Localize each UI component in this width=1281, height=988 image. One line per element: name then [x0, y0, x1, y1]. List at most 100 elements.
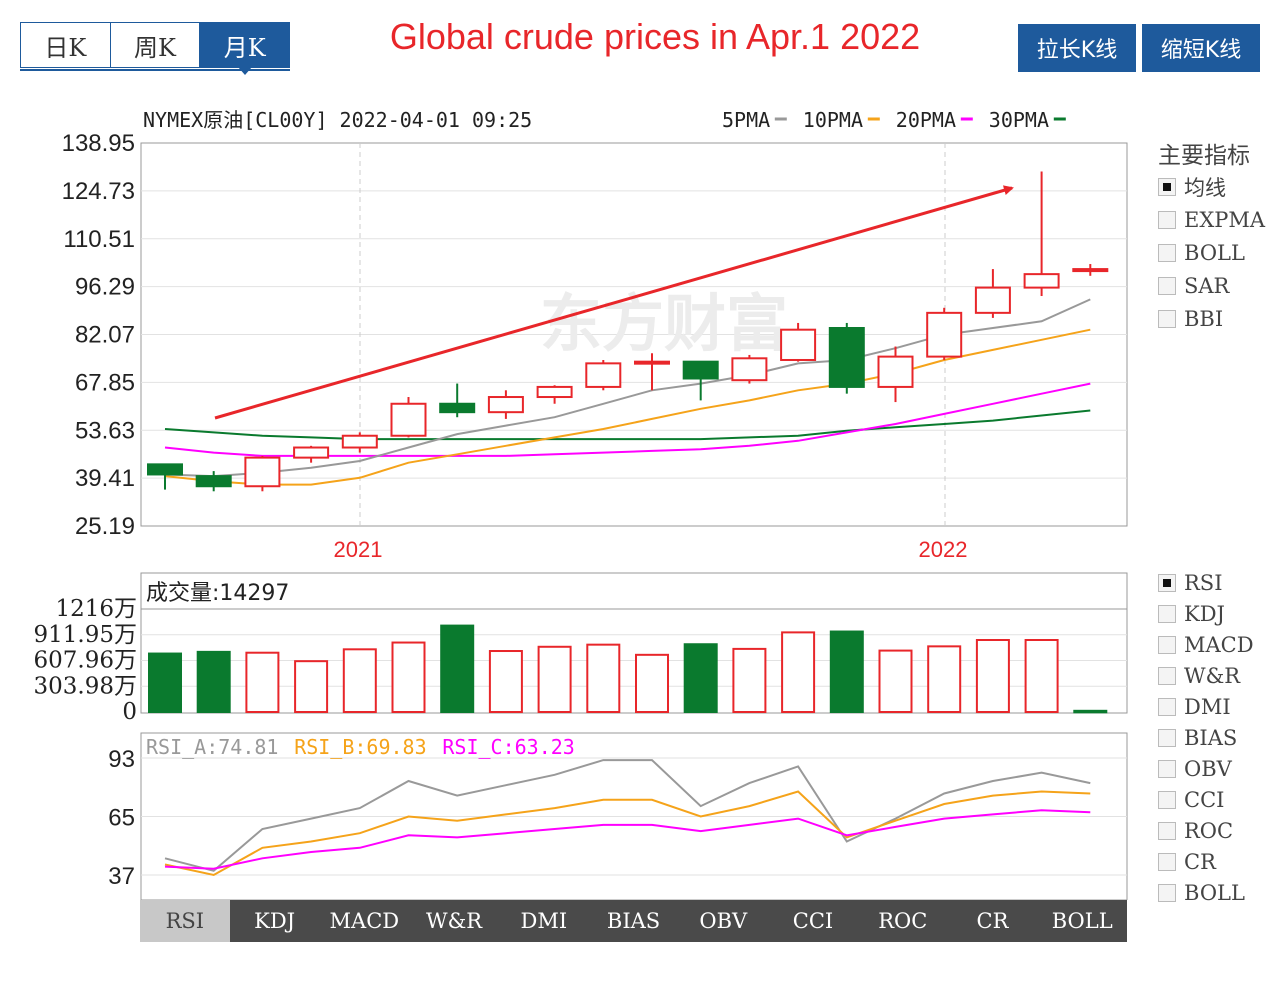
main-indicator-bbi[interactable]: BBI: [1158, 306, 1223, 332]
tab-kdj[interactable]: KDJ: [254, 909, 296, 933]
volume-bar: [196, 650, 231, 713]
tab-obv[interactable]: OBV: [699, 909, 748, 933]
sub-indicator-cr[interactable]: CR: [1158, 849, 1216, 875]
rsi_c-line: [164, 809, 1091, 870]
checkbox-icon[interactable]: [1158, 760, 1176, 778]
volume-bar: [732, 647, 767, 714]
candle-body: [780, 328, 817, 361]
year-label: 2021: [334, 537, 383, 562]
candle: [1072, 264, 1109, 276]
sub-indicator-bias[interactable]: BIAS: [1158, 725, 1237, 751]
price-tick-label: 110.51: [63, 226, 135, 253]
ma-legend-label: 30PMA: [989, 108, 1049, 132]
indicator-label: EXPMA: [1184, 208, 1266, 232]
candle-body: [585, 362, 622, 388]
volume-bar: [975, 639, 1010, 713]
volume-tick-label: 303.98万: [34, 673, 137, 699]
checkbox-icon[interactable]: [1158, 277, 1176, 295]
checkbox-icon[interactable]: [1158, 178, 1176, 196]
sub-indicator-obv[interactable]: OBV: [1158, 756, 1232, 782]
tab-macd[interactable]: MACD: [329, 909, 400, 933]
checkbox-icon[interactable]: [1158, 211, 1176, 229]
shorten-kline-button[interactable]: 缩短K线: [1142, 24, 1260, 72]
candle: [244, 455, 281, 492]
sub-indicator-roc[interactable]: ROC: [1158, 818, 1233, 844]
candle-body: [926, 311, 963, 358]
checkbox-icon[interactable]: [1158, 698, 1176, 716]
main-indicator-均线[interactable]: 均线: [1158, 174, 1226, 200]
rsi_b-line: [164, 790, 1091, 877]
volume-bar: [537, 645, 572, 713]
ma10-line: [164, 328, 1091, 486]
candle-body: [634, 360, 670, 365]
chart-area: 东方财富 138.95 124.73 110.51 96.29 82.07 67.85 53…: [34, 108, 1128, 900]
tab-rsi[interactable]: RSI: [140, 900, 230, 942]
candle-body: [682, 360, 719, 380]
checkbox-icon[interactable]: [1158, 574, 1176, 592]
checkbox-icon[interactable]: [1158, 244, 1176, 262]
volume-bar: [391, 641, 426, 714]
indicator-label: BIAS: [1184, 726, 1238, 750]
tab-bias[interactable]: BIAS: [606, 909, 661, 933]
tab-dmi[interactable]: DMI: [520, 909, 568, 933]
candle-body: [147, 463, 183, 476]
volume-bar: [781, 631, 816, 714]
sub-indicator-wr[interactable]: W&R: [1158, 663, 1240, 689]
lengthen-kline-button[interactable]: 拉长K线: [1018, 24, 1136, 72]
volume-bar: [1073, 709, 1108, 714]
candle-body: [195, 475, 232, 488]
sub-indicator-cci[interactable]: CCI: [1158, 787, 1224, 813]
candle: [682, 360, 719, 401]
tabs-underline: [20, 69, 290, 71]
checkbox-icon[interactable]: [1158, 310, 1176, 328]
checkbox-icon[interactable]: [1158, 636, 1176, 654]
tab-wr[interactable]: W&R: [426, 909, 483, 933]
sub-indicator-macd[interactable]: MACD: [1158, 632, 1254, 658]
indicator-label: RSI: [1184, 571, 1223, 595]
volume-label: 成交量:14297: [146, 581, 289, 606]
volume-tick-label: 0: [122, 699, 137, 725]
sub-indicator-rsi[interactable]: RSI: [1158, 570, 1223, 596]
rsi_a-line: [164, 759, 1091, 872]
tab-monthly-k[interactable]: 月K: [200, 23, 290, 75]
candle: [487, 390, 524, 419]
sub-indicator-boll[interactable]: BOLL: [1158, 880, 1245, 906]
candle-body: [536, 385, 573, 399]
checkbox-icon[interactable]: [1158, 605, 1176, 623]
sub-indicator-kdj[interactable]: KDJ: [1158, 601, 1225, 627]
checkbox-icon[interactable]: [1158, 729, 1176, 747]
tab-boll[interactable]: BOLL: [1051, 909, 1113, 933]
candle: [877, 346, 914, 403]
tab-cci[interactable]: CCI: [792, 909, 834, 933]
price-tick-label: 138.95: [62, 130, 135, 157]
trend-arrow: [214, 185, 1014, 420]
volume-bar: [586, 643, 621, 713]
tab-cr[interactable]: CR: [976, 909, 1009, 933]
indicator-label: 均线: [1184, 176, 1226, 200]
symbol-label: NYMEX原油[CL00Y] 2022-04-01 09:25: [143, 108, 532, 132]
checkbox-icon[interactable]: [1158, 853, 1176, 871]
sub-indicator-dmi[interactable]: DMI: [1158, 694, 1231, 720]
candle: [536, 385, 573, 404]
volume-bar: [927, 645, 962, 713]
candle: [293, 445, 330, 463]
candle: [195, 471, 232, 492]
tab-weekly-k[interactable]: 周K: [111, 23, 201, 67]
tab-roc[interactable]: ROC: [878, 909, 928, 933]
volume-bar: [245, 651, 280, 713]
checkbox-icon[interactable]: [1158, 884, 1176, 902]
tab-daily-k[interactable]: 日K: [21, 23, 111, 67]
checkbox-icon[interactable]: [1158, 822, 1176, 840]
checkbox-icon[interactable]: [1158, 791, 1176, 809]
volume-bar: [878, 649, 913, 714]
price-tick-label: 96.29: [75, 274, 135, 301]
volume-bar: [829, 630, 864, 713]
volume-bar: [635, 653, 669, 713]
indicator-label: BOLL: [1184, 241, 1245, 265]
main-indicator-expma[interactable]: EXPMA: [1158, 207, 1265, 233]
price-tick-label: 82.07: [75, 322, 135, 349]
main-indicator-boll[interactable]: BOLL: [1158, 240, 1245, 266]
checkbox-icon[interactable]: [1158, 667, 1176, 685]
main-indicator-sar[interactable]: SAR: [1158, 273, 1229, 299]
indicator-label: KDJ: [1184, 602, 1225, 626]
